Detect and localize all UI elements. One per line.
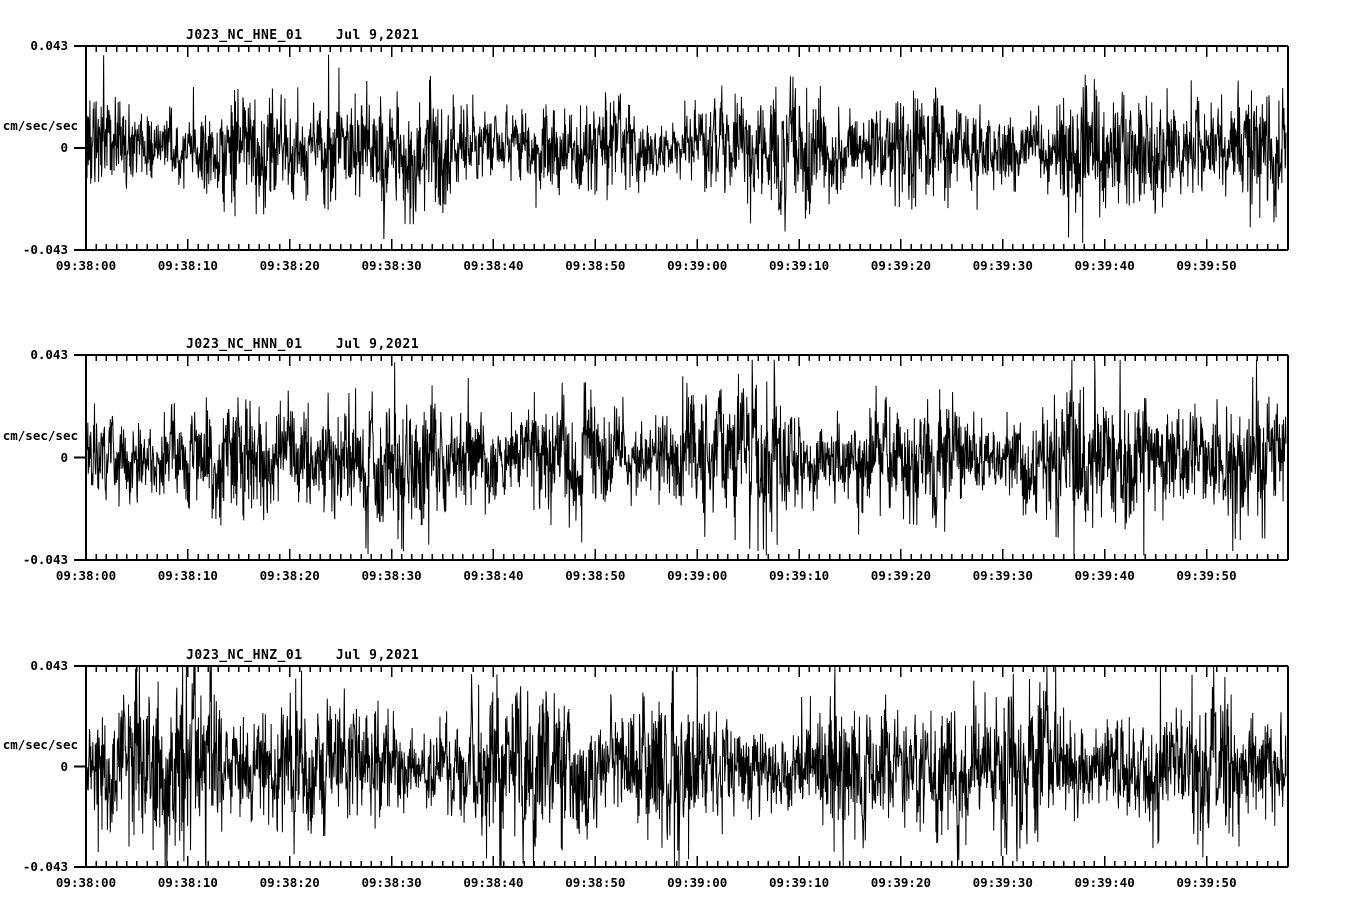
x-axis-ticks-hnn (85, 355, 1289, 560)
x-tick-label-hnz-8: 09:39:20 (870, 875, 932, 890)
x-tick-label-hnz-2: 09:38:20 (259, 875, 320, 890)
x-tick-label-hnn-9: 09:39:30 (972, 568, 1033, 583)
y-tick-zero-hne: 0 (60, 140, 68, 155)
y-tick-zero-hnn: 0 (60, 449, 68, 465)
y-axis-unit-label-hne: cm/sec/sec (2, 118, 78, 133)
x-tick-label-hne-5: 09:38:50 (565, 258, 626, 273)
x-tick-label-hnz-10: 09:39:40 (1074, 875, 1135, 890)
y-axis-unit-label-hnn: cm/sec/sec (2, 427, 78, 443)
y-tick-max-hnz: 0.043 (30, 658, 68, 673)
waveform-trace-hnz (86, 666, 1287, 867)
y-tick-max-hnn: 0.043 (30, 347, 68, 362)
plot-frame-hne (74, 45, 1289, 251)
x-tick-label-hnn-4: 09:38:40 (463, 568, 524, 583)
x-axis-ticks-hne (85, 46, 1289, 250)
x-tick-label-hnn-2: 09:38:20 (259, 568, 320, 583)
x-tick-label-hnn-7: 09:39:10 (768, 568, 830, 583)
y-tick-max-hne: 0.043 (30, 38, 68, 53)
x-tick-label-hnz-0: 09:38:00 (55, 875, 117, 890)
panel-title-hnn: J023_NC_HNN_01 Jul 9,2021 (186, 337, 420, 352)
y-tick-min-hnz: -0.043 (22, 859, 68, 874)
x-tick-label-hne-8: 09:39:20 (870, 258, 932, 273)
x-tick-label-hnn-0: 09:38:00 (55, 568, 117, 583)
x-tick-label-hne-9: 09:39:30 (972, 258, 1033, 273)
x-tick-label-hne-2: 09:38:20 (259, 258, 320, 273)
x-tick-label-hne-11: 09:39:50 (1176, 258, 1237, 273)
x-tick-label-hne-6: 09:39:00 (667, 258, 728, 273)
x-tick-label-hnz-6: 09:39:00 (667, 875, 728, 890)
x-tick-label-hnn-10: 09:39:40 (1074, 568, 1135, 583)
x-tick-label-hnz-1: 09:38:10 (157, 875, 218, 890)
x-tick-label-hnz-5: 09:38:50 (565, 875, 626, 890)
y-tick-zero-hnz: 0 (60, 758, 68, 774)
x-tick-label-hne-1: 09:38:10 (157, 258, 218, 273)
y-tick-min-hne: -0.043 (22, 242, 68, 257)
plot-frame-hnz (74, 665, 1289, 868)
y-axis-ticks-hnn (74, 354, 86, 561)
y-axis-ticks-hne (74, 45, 86, 251)
x-tick-label-hnz-11: 09:39:50 (1176, 875, 1237, 890)
x-tick-label-hnn-6: 09:39:00 (667, 568, 728, 583)
x-tick-label-hnn-5: 09:38:50 (565, 568, 626, 583)
y-axis-unit-label-hnz: cm/sec/sec (2, 736, 78, 752)
x-tick-label-hne-10: 09:39:40 (1074, 258, 1135, 273)
panel-title-hnz: J023_NC_HNZ_01 Jul 9,2021 (186, 648, 420, 663)
waveform-trace-hnn (86, 359, 1287, 556)
plot-frame-hnn (74, 354, 1289, 561)
panel-title-hne: J023_NC_HNE_01 Jul 9,2021 (186, 28, 420, 43)
x-tick-label-hne-4: 09:38:40 (463, 258, 524, 273)
x-tick-label-hnn-1: 09:38:10 (157, 568, 218, 583)
x-tick-label-hnn-11: 09:39:50 (1176, 568, 1237, 583)
x-tick-label-hnz-7: 09:39:10 (768, 875, 830, 890)
x-tick-label-hnz-3: 09:38:30 (361, 875, 422, 890)
x-tick-label-hnn-3: 09:38:30 (361, 568, 422, 583)
x-tick-label-hnz-9: 09:39:30 (972, 875, 1033, 890)
x-tick-label-hnz-4: 09:38:40 (463, 875, 524, 890)
x-tick-label-hnn-8: 09:39:20 (870, 568, 932, 583)
y-axis-ticks-hnz (74, 665, 86, 868)
x-tick-label-hne-0: 09:38:00 (55, 258, 117, 273)
x-tick-label-hne-3: 09:38:30 (361, 258, 422, 273)
x-axis-ticks-hnz (85, 666, 1289, 867)
y-tick-min-hnn: -0.043 (22, 552, 68, 567)
waveform-trace-hne (86, 54, 1287, 243)
x-tick-label-hne-7: 09:39:10 (768, 258, 830, 273)
